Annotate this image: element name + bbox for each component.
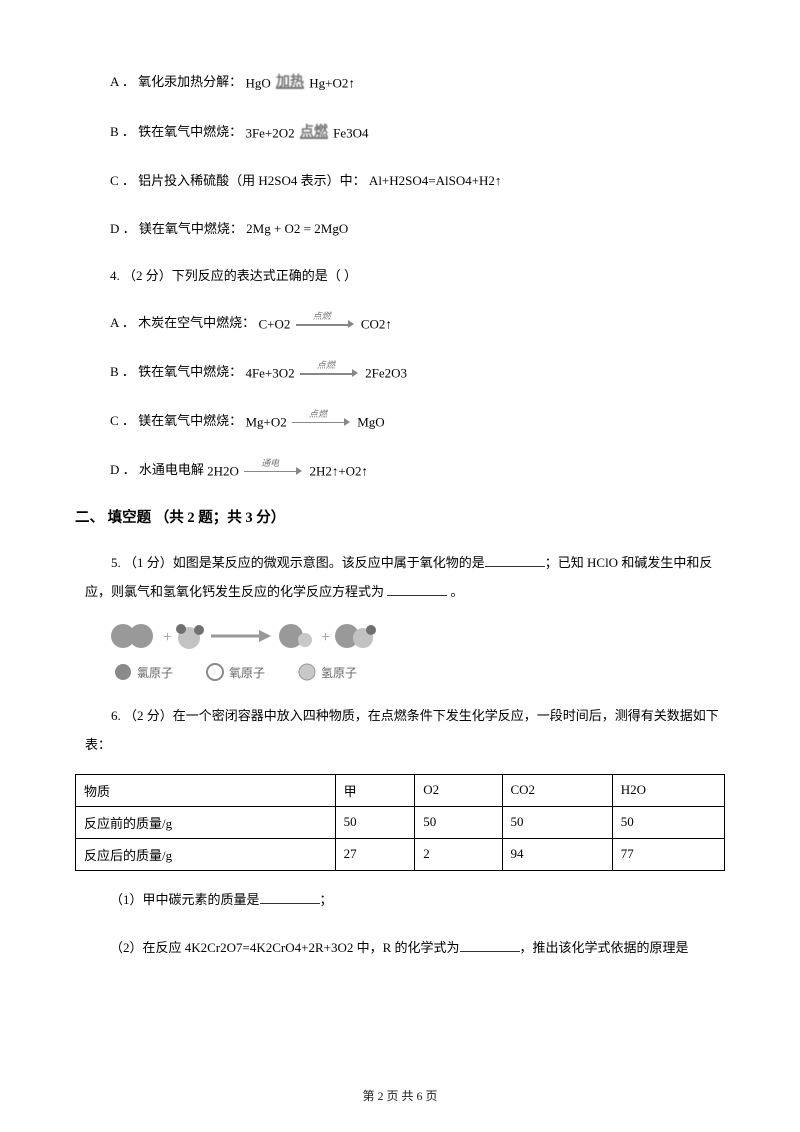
blank-field[interactable] — [387, 582, 447, 596]
svg-text:+: + — [163, 629, 172, 646]
q4-stem: 4. （2 分）下列反应的表达式正确的是（ ） — [75, 264, 725, 287]
legend-o: 氧原子 — [229, 666, 265, 680]
reaction-arrow-icon: 点燃 — [292, 415, 352, 429]
condition-annotated: 加热 — [276, 70, 304, 95]
table-header: O2 — [415, 774, 502, 806]
opt-label: C ． — [110, 413, 135, 428]
q4-option-d: D ． 水通电电解 2H2O 通电 2H2↑+O2↑ — [75, 458, 725, 483]
arrow-condition: 点燃 — [300, 357, 352, 373]
formula-left: 4Fe+3O2 — [245, 365, 294, 380]
q3-option-a: A ． 氧化汞加热分解： HgO 加热 Hg+O2↑ — [75, 70, 725, 96]
q6-intro: 6. （2 分）在一个密闭容器中放入四种物质，在点燃条件下发生化学反应，一段时间… — [75, 702, 725, 759]
q6-1-tail: ； — [320, 892, 333, 907]
arrow-condition: 点燃 — [292, 406, 344, 422]
table-header: 物质 — [76, 774, 336, 806]
reaction-arrow-icon: 通电 — [244, 464, 304, 478]
blank-field[interactable] — [260, 890, 320, 904]
opt-label: C ． — [110, 173, 135, 188]
table-cell: 94 — [502, 838, 612, 870]
q5-part1: 5. （1 分）如图是某反应的微观示意图。该反应中属于氧化物的是 — [111, 555, 485, 570]
table-row: 反应后的质量/g 27 2 94 77 — [76, 838, 725, 870]
opt-text: 铁在氧气中燃烧： — [138, 364, 242, 379]
formula-left: 3Fe+2O2 — [245, 125, 294, 140]
formula-left: C+O2 — [258, 317, 290, 332]
condition-annotated: 点燃 — [300, 120, 328, 145]
table-cell: 反应前的质量/g — [76, 806, 336, 838]
opt-text: 铝片投入稀硫酸（用 H2SO4 表示）中： Al+H2SO4=AlSO4+H2↑ — [138, 173, 501, 188]
q5-period: 。 — [447, 584, 463, 599]
table-cell: 2 — [415, 838, 502, 870]
arrow-condition: 点燃 — [296, 308, 348, 324]
molecule-diagram: + + 氯原子 氧原子 氢原子 — [105, 620, 435, 688]
formula-right: 2Fe2O3 — [365, 365, 407, 380]
q4-option-b: B ． 铁在氧气中燃烧： 4Fe+3O2 点燃 2Fe2O3 — [75, 360, 725, 385]
q3-option-b: B ． 铁在氧气中燃烧： 3Fe+2O2 点燃 Fe3O4 — [75, 120, 725, 146]
q6-sub1: （1）甲中碳元素的质量是 ； — [75, 887, 725, 913]
opt-text: 镁在氧气中燃烧： — [139, 221, 243, 236]
q4-option-a: A ． 木炭在空气中燃烧： C+O2 点燃 CO2↑ — [75, 311, 725, 336]
formula-right: MgO — [357, 414, 384, 429]
formula-left: HgO — [245, 75, 270, 90]
equation: 2Mg + O2 = 2MgO — [246, 221, 348, 236]
table-header-row: 物质 甲 O2 CO2 H2O — [76, 774, 725, 806]
blank-field[interactable] — [460, 938, 520, 952]
reaction-arrow-icon: 点燃 — [296, 317, 356, 331]
formula-right: Hg+O2↑ — [309, 75, 355, 90]
table-cell: 50 — [415, 806, 502, 838]
opt-label: B ． — [110, 124, 135, 139]
table-cell: 50 — [502, 806, 612, 838]
formula-right: 2H2↑+O2↑ — [309, 463, 368, 478]
opt-label: D ． — [110, 221, 136, 236]
opt-label: D ． — [110, 462, 136, 477]
table-header: CO2 — [502, 774, 612, 806]
q6-2-tail: ，推出该化学式依据的原理是 — [520, 940, 689, 955]
q5-part2: ；已知 HClO 和碱发生中 — [545, 555, 687, 570]
table-cell: 50 — [335, 806, 415, 838]
blank-field[interactable] — [485, 553, 545, 567]
formula-left: Mg+O2 — [245, 414, 286, 429]
table-header: 甲 — [335, 774, 415, 806]
opt-label: A ． — [110, 315, 135, 330]
arrow-condition: 通电 — [244, 455, 296, 471]
q4-option-c: C ． 镁在氧气中燃烧： Mg+O2 点燃 MgO — [75, 409, 725, 434]
section-2-title: 二、 填空题 （共 2 题；共 3 分） — [75, 506, 725, 527]
q6-sub2: （2）在反应 4K2Cr2O7=4K2CrO4+2R+3O2 中，R 的化学式为… — [75, 935, 725, 961]
opt-text: 镁在氧气中燃烧： — [138, 413, 242, 428]
table-cell: 77 — [612, 838, 724, 870]
opt-text: 木炭在空气中燃烧： — [138, 315, 255, 330]
q6-2-text: （2）在反应 4K2Cr2O7=4K2CrO4+2R+3O2 中，R 的化学式为 — [110, 940, 460, 955]
reaction-arrow-icon: 点燃 — [300, 366, 360, 380]
table-cell: 50 — [612, 806, 724, 838]
q3-option-d: D ． 镁在氧气中燃烧： 2Mg + O2 = 2MgO — [75, 217, 725, 240]
formula-right: Fe3O4 — [333, 125, 368, 140]
formula-right: CO2↑ — [361, 317, 392, 332]
legend-cl: 氯原子 — [137, 666, 173, 680]
legend-h: 氢原子 — [321, 665, 357, 680]
page-footer: 第 2 页 共 6 页 — [0, 1087, 800, 1104]
table-cell: 27 — [335, 838, 415, 870]
reaction-mass-table: 物质 甲 O2 CO2 H2O 反应前的质量/g 50 50 50 50 反应后… — [75, 774, 725, 871]
q6-1-text: （1）甲中碳元素的质量是 — [110, 892, 260, 907]
opt-label: A ． — [110, 74, 135, 89]
table-row: 反应前的质量/g 50 50 50 50 — [76, 806, 725, 838]
q5-text: 5. （1 分）如图是某反应的微观示意图。该反应中属于氧化物的是 ；已知 HClO… — [75, 549, 725, 606]
table-cell: 反应后的质量/g — [76, 838, 336, 870]
opt-label: B ． — [110, 364, 135, 379]
opt-text: 氧化汞加热分解： — [138, 74, 242, 89]
svg-text:+: + — [321, 629, 330, 646]
opt-text: 水通电电解 — [139, 462, 207, 477]
formula-left: 2H2O — [207, 463, 239, 478]
q3-option-c: C ． 铝片投入稀硫酸（用 H2SO4 表示）中： Al+H2SO4=AlSO4… — [75, 169, 725, 192]
opt-text: 铁在氧气中燃烧： — [138, 124, 242, 139]
table-header: H2O — [612, 774, 724, 806]
